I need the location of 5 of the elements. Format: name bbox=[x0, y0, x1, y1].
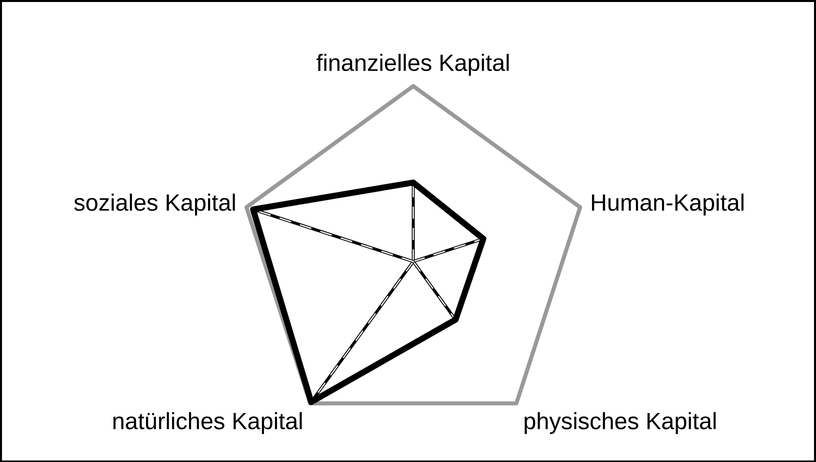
spoke-label: natürliches Kapital bbox=[113, 412, 302, 434]
spoke-label: finanzielles Kapital bbox=[316, 54, 509, 76]
spoke-label: soziales Kapital bbox=[74, 193, 235, 216]
spoke-label: physisches Kapital bbox=[524, 412, 716, 434]
spoke-label: Human-Kapital bbox=[592, 193, 744, 216]
